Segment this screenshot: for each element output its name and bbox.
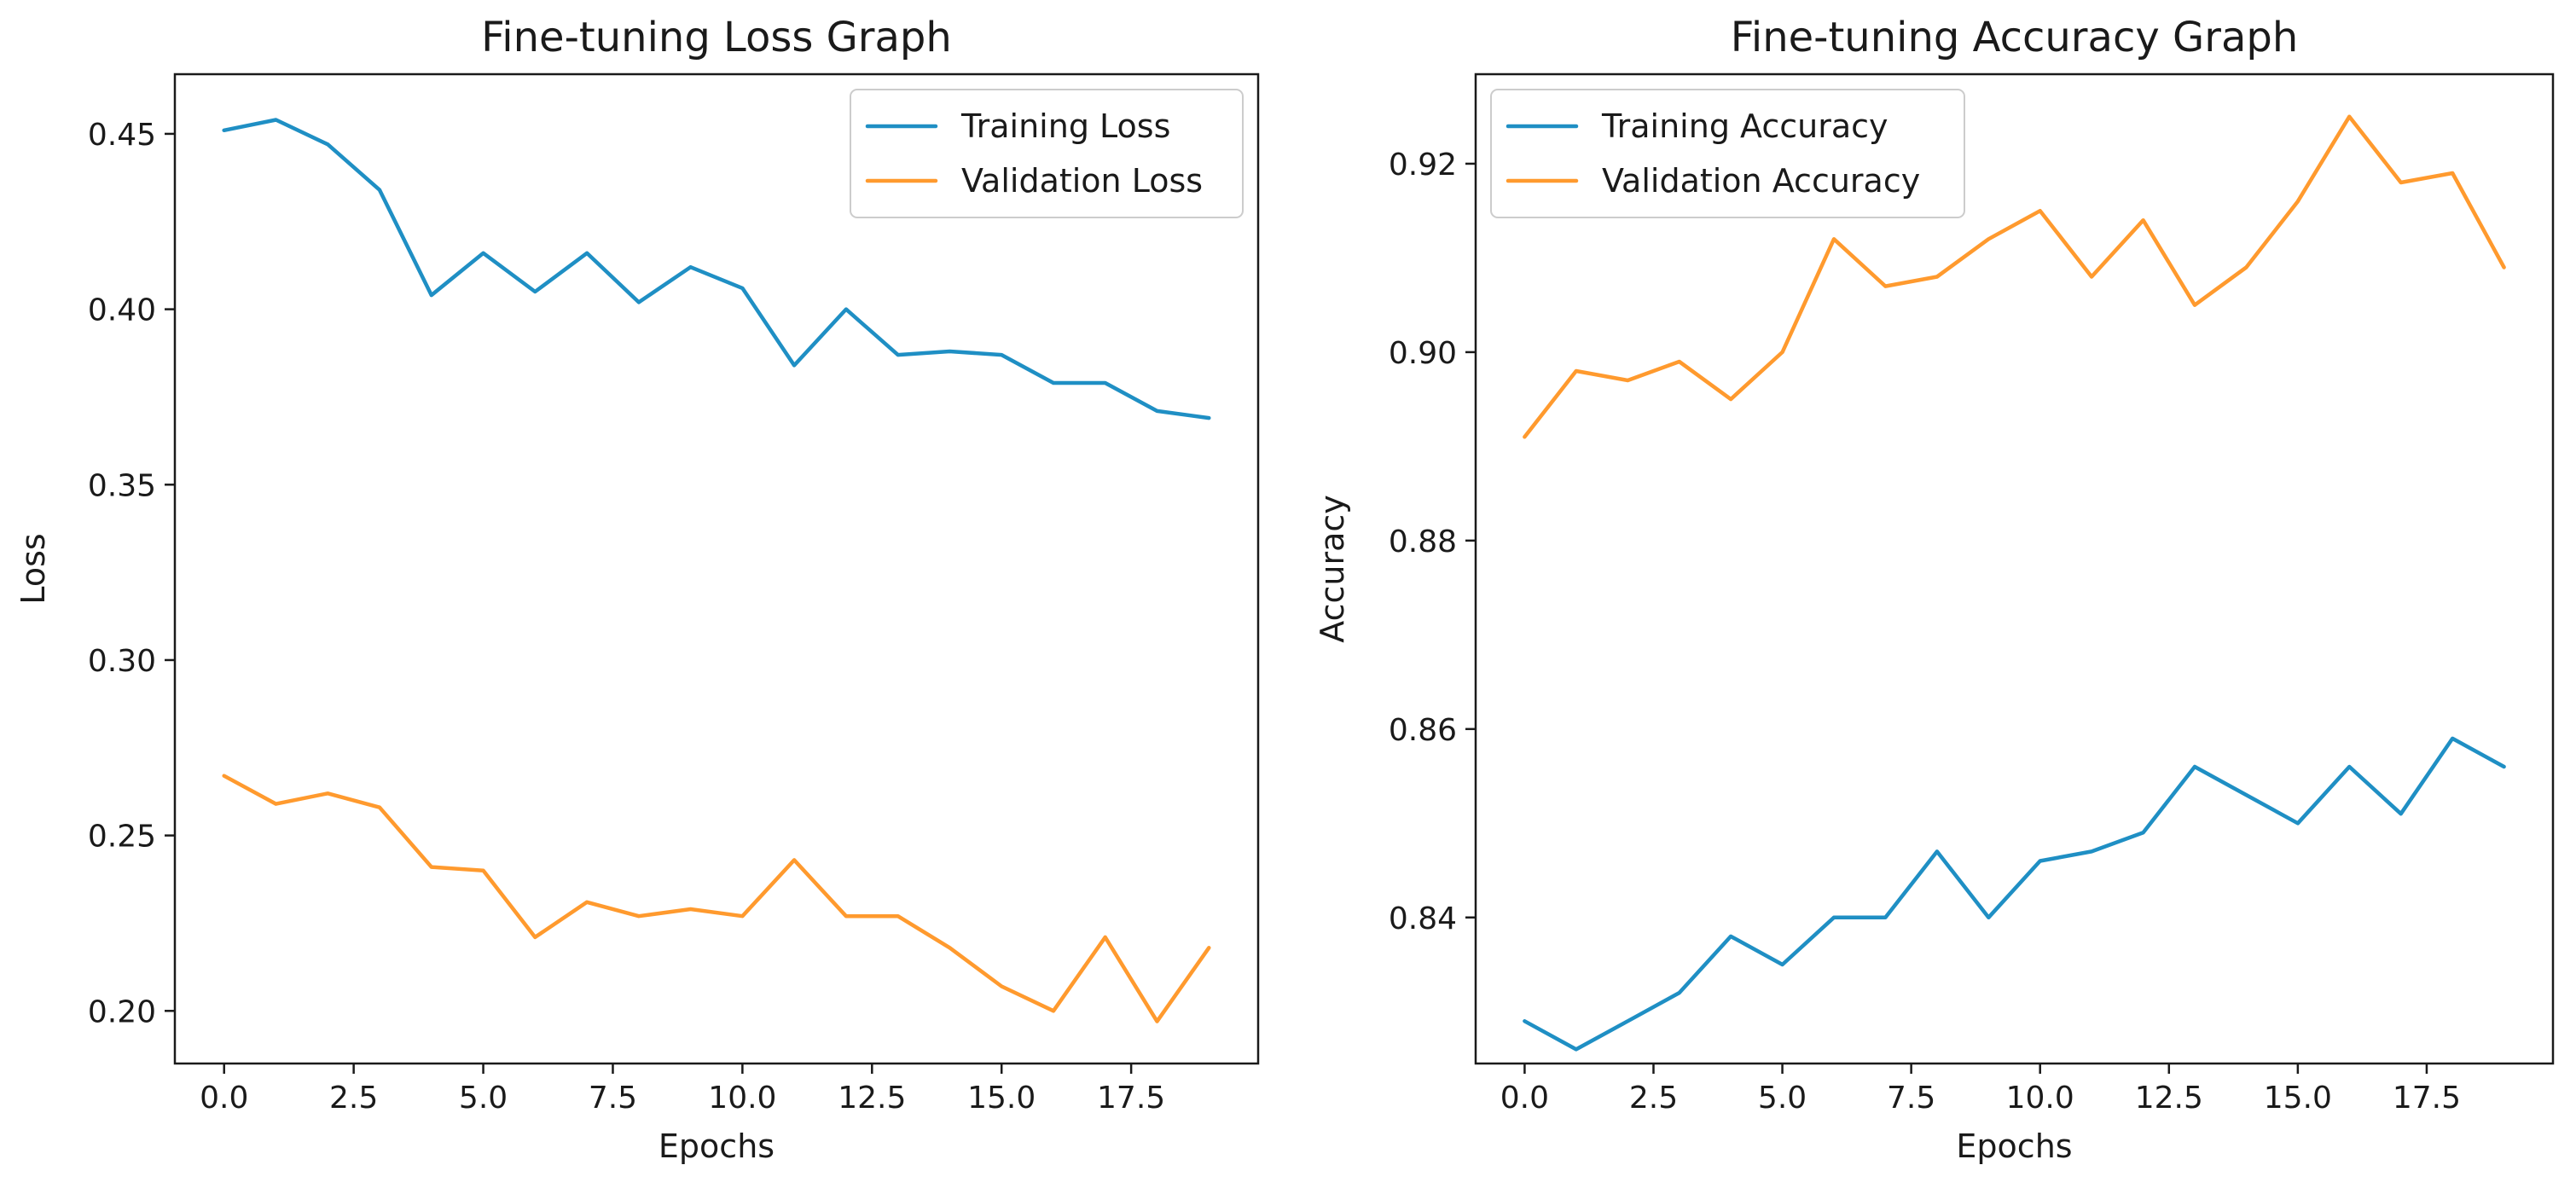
accuracy-chart-legend: Training Accuracy Validation Accuracy — [1490, 89, 1965, 218]
loss-chart-ytick-label: 0.30 — [88, 644, 156, 679]
loss-chart-ytick-label: 0.35 — [88, 468, 156, 503]
accuracy-chart-ticks: 0.0 2.5 5.0 7.5 10.0 12.5 15.0 17.5 0.84 0.86 0.88… — [1389, 148, 2461, 1116]
accuracy-chart-validation-line — [1523, 114, 2506, 439]
accuracy-chart-ytick-label: 0.92 — [1389, 148, 1457, 183]
accuracy-chart-xtick-label: 12.5 — [2135, 1081, 2203, 1116]
loss-chart-legend: Training Loss Validation Loss — [850, 89, 1244, 218]
loss-chart-lines — [222, 118, 1211, 1023]
accuracy-chart-xtick-label: 0.0 — [1500, 1081, 1549, 1116]
accuracy-chart-xtick-label: 15.0 — [2264, 1081, 2332, 1116]
accuracy-chart-ylabel: Accuracy — [1314, 495, 1351, 643]
accuracy-chart-xtick-label: 7.5 — [1887, 1081, 1935, 1116]
loss-chart-title: Fine-tuning Loss Graph — [481, 14, 952, 61]
accuracy-chart-legend-box — [1490, 89, 1965, 218]
loss-chart-xtick-label: 17.5 — [1097, 1081, 1165, 1116]
loss-chart-xlabel: Epochs — [659, 1127, 775, 1165]
accuracy-chart-xtick-label: 10.0 — [2006, 1081, 2074, 1116]
loss-chart-xtick-label: 7.5 — [589, 1081, 637, 1116]
loss-chart-legend-label-training: Training Loss — [960, 107, 1170, 145]
loss-chart-xtick-label: 10.0 — [708, 1081, 776, 1116]
accuracy-chart-xtick-label: 5.0 — [1758, 1081, 1807, 1116]
loss-chart-ytick-label: 0.45 — [88, 118, 156, 153]
loss-chart: Fine-tuning Loss Graph Epochs Loss 0.0 2.… — [15, 14, 1260, 1165]
accuracy-chart-ytick-label: 0.86 — [1389, 713, 1457, 748]
accuracy-chart-training-line — [1523, 736, 2506, 1052]
loss-chart-frame — [173, 72, 1260, 1065]
loss-chart-xtick-label: 15.0 — [967, 1081, 1036, 1116]
loss-chart-validation-line — [222, 774, 1211, 1023]
accuracy-chart-ytick-label: 0.90 — [1389, 336, 1457, 371]
accuracy-chart-ytick-label: 0.84 — [1389, 901, 1457, 936]
loss-chart-xtick-label: 2.5 — [329, 1081, 378, 1116]
accuracy-chart: Fine-tuning Accuracy Graph Epochs Accura… — [1314, 14, 2555, 1165]
loss-chart-xtick-label: 0.0 — [200, 1081, 248, 1116]
accuracy-chart-ytick-label: 0.88 — [1389, 525, 1457, 559]
accuracy-chart-lines — [1523, 114, 2506, 1052]
loss-chart-legend-box — [850, 89, 1244, 218]
accuracy-chart-title: Fine-tuning Accuracy Graph — [1731, 14, 2299, 61]
loss-chart-training-line — [222, 118, 1211, 420]
loss-chart-xtick-label: 5.0 — [459, 1081, 508, 1116]
accuracy-chart-legend-label-training: Training Accuracy — [1601, 107, 1888, 145]
accuracy-chart-legend-label-validation: Validation Accuracy — [1602, 162, 1920, 200]
accuracy-chart-xtick-label: 17.5 — [2393, 1081, 2461, 1116]
loss-chart-ytick-label: 0.40 — [88, 293, 156, 328]
loss-chart-ylabel: Loss — [15, 533, 52, 604]
accuracy-chart-xlabel: Epochs — [1956, 1127, 2072, 1165]
loss-chart-ytick-label: 0.20 — [88, 994, 156, 1029]
loss-chart-ytick-label: 0.25 — [88, 820, 156, 855]
accuracy-chart-xtick-label: 2.5 — [1629, 1081, 1678, 1116]
accuracy-chart-frame — [1474, 72, 2555, 1065]
loss-chart-xtick-label: 12.5 — [838, 1081, 906, 1116]
loss-chart-ticks: 0.0 2.5 5.0 7.5 10.0 12.5 15.0 17.5 0.20 0.25 0.30… — [88, 118, 1165, 1116]
loss-chart-legend-label-validation: Validation Loss — [961, 162, 1203, 200]
